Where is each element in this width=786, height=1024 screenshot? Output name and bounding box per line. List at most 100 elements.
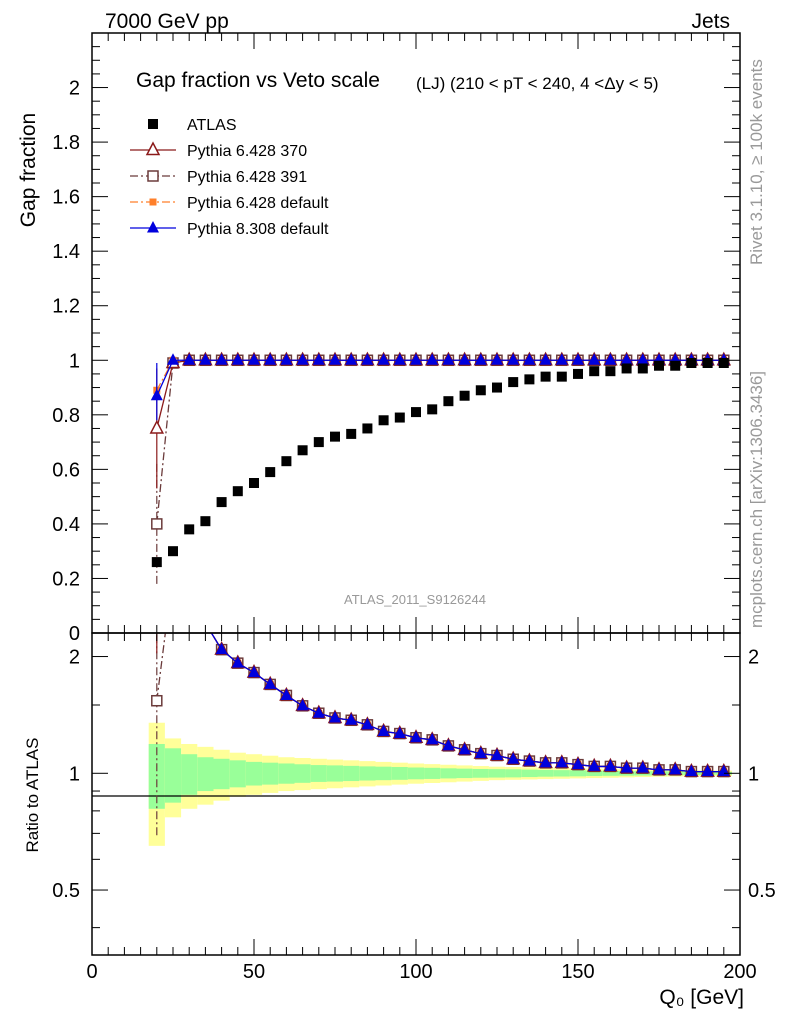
ratio-point-pythia-8-308-default	[329, 710, 341, 723]
ratio-point-pythia-8-308-default	[604, 759, 617, 771]
point-pythia-8-308-default	[491, 353, 503, 365]
point-pythia-8-308-default	[393, 353, 406, 365]
point-atlas	[265, 467, 276, 478]
point-pythia-8-308-default	[572, 353, 584, 365]
stat-uncertainty-band	[505, 769, 522, 778]
ratio-point-pythia-6-428-370	[167, 565, 179, 577]
stat-uncertainty-band	[586, 770, 603, 777]
point-atlas	[200, 516, 211, 527]
ratio-point-pythia-8-308-default	[523, 754, 536, 766]
point-atlas	[475, 385, 486, 396]
point-pythia-8-308-default	[539, 353, 552, 365]
ratio-point-pythia-8-308-default	[539, 755, 552, 768]
point-pythia-8-308-default	[377, 353, 390, 365]
y-tick-label: 0.6	[52, 459, 80, 481]
point-pythia-8-308-default	[215, 353, 228, 365]
ratio-point-pythia-6-428-391	[184, 605, 194, 615]
legend-label-pythia-6-428-391: Pythia 6.428 391	[187, 169, 307, 186]
ratio-point-pythia-6-428-391	[151, 694, 163, 707]
ratio-point-pythia-8-308-default	[636, 761, 649, 773]
ratio-point-pythia-8-308-default	[393, 726, 406, 739]
stat-uncertainty-band	[375, 766, 392, 781]
x-tick-label: 0	[86, 961, 97, 983]
stat-uncertainty-band	[164, 748, 182, 803]
x-axis-label: Q₀ [GeV]	[659, 986, 744, 1009]
point-pythia-8-308-default	[604, 353, 617, 365]
stat-uncertainty-band	[326, 765, 344, 782]
legend: ATLAS Pythia 6.428 370 Pythia 6.428 391 Pyt…	[130, 117, 329, 238]
legend-marker-pythia-8-308-default	[147, 221, 159, 233]
x-tick-label: 50	[243, 961, 265, 983]
point-pythia-8-308-default	[361, 353, 374, 365]
stat-uncertainty-band	[310, 765, 327, 782]
ratio-panel: 0 50 100 150 200 0.5 0.5 1 1 2 2 Ratio to ATLAS	[23, 565, 776, 983]
point-pythia-8-308-default	[296, 353, 309, 365]
chart-title: Gap fraction vs Veto scale	[136, 69, 380, 92]
point-pythia-8-308-default	[183, 353, 196, 365]
point-atlas	[589, 366, 600, 377]
stat-uncertainty-band	[229, 760, 246, 788]
ratio-point-pythia-8-308-default	[555, 755, 568, 768]
main-ticks: 0 0.2 0.4 0.6 0.8 1 1.2 1.4 1.6 1.8 2	[52, 32, 741, 645]
ratio-point-pythia-8-308-default	[377, 724, 390, 736]
point-atlas	[573, 368, 583, 379]
stat-uncertainty-band	[245, 761, 263, 786]
ratio-tick-label-right: 1	[748, 763, 759, 785]
stat-uncertainty-band	[197, 757, 214, 792]
y-tick-label: 2	[69, 78, 80, 100]
x-tick-label: 200	[723, 961, 756, 983]
point-atlas	[654, 360, 664, 371]
y-tick-label: 0.4	[52, 514, 80, 536]
stat-uncertainty-band	[262, 762, 279, 785]
main-data-layer	[149, 351, 732, 584]
point-pythia-8-308-default	[231, 353, 244, 365]
point-pythia-6-428-370	[149, 419, 165, 434]
ratio-tick-label-left: 0.5	[52, 880, 80, 902]
stat-uncertainty-band	[456, 768, 473, 779]
ratio-point-pythia-8-308-default	[280, 688, 293, 700]
point-pythia-8-308-default	[426, 353, 439, 365]
y-tick-label: 1.2	[52, 296, 80, 318]
ratio-point-pythia-8-308-default	[361, 717, 374, 730]
stat-uncertainty-band	[213, 758, 230, 790]
point-atlas	[411, 407, 421, 418]
header-left: 7000 GeV pp	[105, 10, 229, 33]
y-axis-label: Gap fraction	[17, 113, 40, 227]
point-pythia-8-308-default	[345, 353, 358, 365]
stat-uncertainty-band	[407, 767, 425, 780]
point-atlas	[605, 366, 616, 377]
point-pythia-8-308-default	[150, 388, 163, 401]
ratio-point-pythia-8-308-default	[231, 656, 244, 668]
point-atlas	[232, 486, 243, 497]
point-atlas	[702, 358, 713, 368]
stat-uncertainty-band	[488, 769, 506, 778]
stat-uncertainty-band	[391, 767, 408, 780]
x-tick-label: 150	[561, 961, 594, 983]
point-pythia-8-308-default	[555, 353, 568, 365]
stat-uncertainty-band	[278, 763, 295, 784]
y-tick-label: 1.6	[52, 187, 80, 209]
ratio-point-pythia-8-308-default	[296, 698, 309, 711]
point-atlas	[443, 396, 454, 407]
point-atlas	[216, 497, 227, 508]
stat-uncertainty-band	[472, 768, 489, 778]
point-atlas	[362, 423, 373, 434]
point-pythia-8-308-default	[507, 353, 520, 365]
ratio-point-pythia-8-308-default	[215, 642, 228, 655]
point-atlas	[524, 374, 535, 385]
ratio-point-pythia-8-308-default	[345, 713, 358, 725]
ratio-bands	[148, 722, 732, 846]
point-pythia-8-308-default	[312, 353, 325, 365]
ratio-point-pythia-8-308-default	[685, 764, 698, 777]
stat-uncertainty-band	[359, 766, 376, 781]
point-atlas	[394, 412, 405, 423]
ratio-tick-label-right: 2	[748, 647, 759, 669]
y-tick-label: 1.8	[52, 132, 80, 154]
legend-label-pythia-6-428-370: Pythia 6.428 370	[187, 143, 307, 160]
ratio-tick-label-left: 1	[69, 763, 80, 785]
point-pythia-8-308-default	[474, 353, 487, 365]
header-right: Jets	[691, 10, 730, 33]
point-atlas	[459, 390, 470, 401]
point-pythia-8-308-default	[458, 353, 471, 365]
